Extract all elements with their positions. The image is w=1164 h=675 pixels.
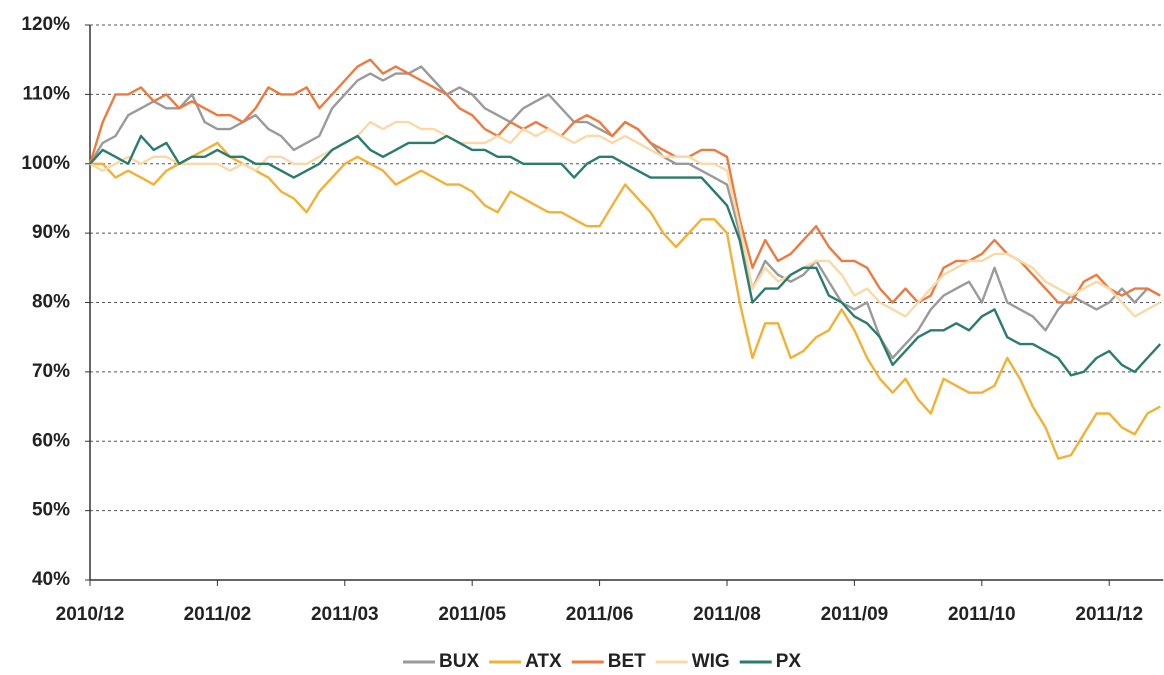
y-tick-label: 90% — [32, 222, 70, 243]
legend-label: PX — [776, 651, 802, 672]
x-tick-label: 2011/12 — [1075, 604, 1143, 625]
y-tick-label: 110% — [22, 83, 70, 104]
y-tick-label: 80% — [32, 292, 70, 313]
y-tick-label: 100% — [21, 153, 70, 174]
x-tick-label: 2011/02 — [184, 604, 252, 625]
series-line — [89, 120, 1161, 318]
y-tick-label: 50% — [32, 500, 70, 521]
x-tick-label: 2011/05 — [438, 604, 506, 625]
series-line — [89, 134, 1162, 377]
x-tick-label: 2011/06 — [566, 604, 634, 625]
legend-label: BET — [608, 651, 646, 672]
x-tick-label: 2010/12 — [56, 604, 125, 625]
legend-label: ATX — [525, 651, 562, 672]
x-tick-label: 2011/03 — [311, 604, 379, 625]
legend-label: BUX — [439, 651, 479, 672]
series-line — [88, 65, 1161, 360]
y-tick-label: 40% — [32, 569, 70, 590]
x-tick-label: 2011/08 — [693, 604, 761, 625]
series-line — [88, 58, 1161, 304]
series-line — [90, 141, 1161, 460]
y-tick-label: 120% — [21, 14, 70, 35]
x-tick-label: 2011/09 — [821, 604, 889, 625]
y-tick-label: 60% — [32, 430, 70, 451]
x-tick-label: 2011/10 — [948, 604, 1016, 625]
legend-label: WIG — [692, 651, 730, 672]
y-tick-label: 70% — [32, 361, 70, 382]
